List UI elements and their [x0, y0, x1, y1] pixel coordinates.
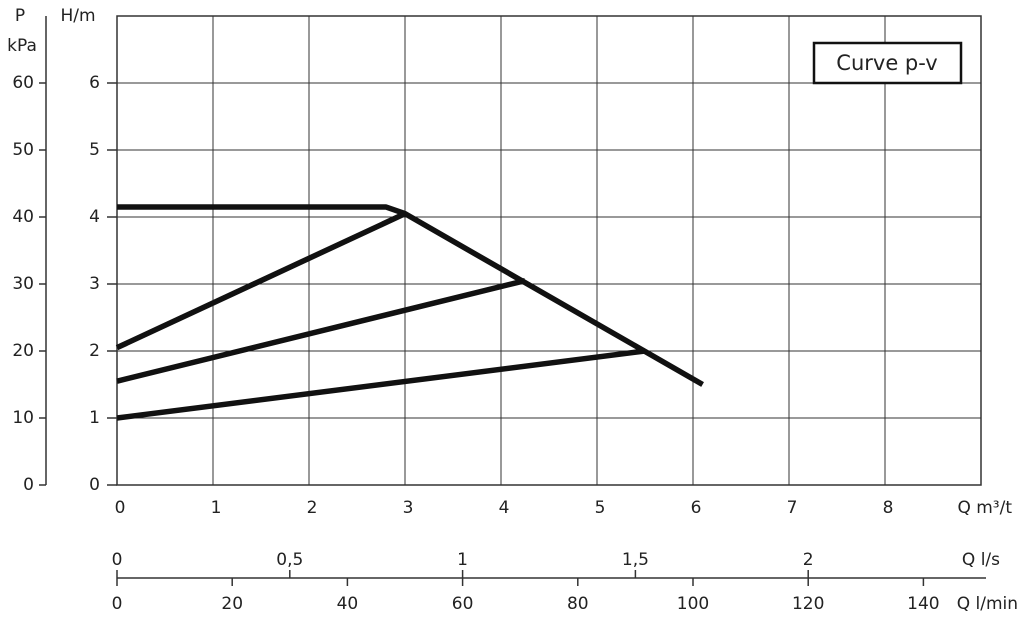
x2-tick-label: 1 — [457, 550, 468, 570]
y2-tick-label: 40 — [12, 207, 34, 227]
x3-label: Q l/min — [957, 594, 1018, 614]
y-tick-label: 2 — [89, 341, 100, 361]
x2-tick-label: 0,5 — [276, 550, 303, 570]
x-tick-label: 8 — [883, 498, 894, 518]
p-unit: kPa — [7, 36, 37, 56]
curve — [117, 204, 704, 387]
y2-tick-label: 0 — [23, 475, 34, 495]
x2-tick-label: 2 — [803, 550, 814, 570]
p-label: P — [15, 6, 25, 26]
y-tick-label: 0 — [89, 475, 100, 495]
x-tick-label: 7 — [787, 498, 798, 518]
curve — [116, 277, 526, 384]
x3-tick-label: 60 — [452, 594, 474, 614]
x2-tick-label: 1,5 — [622, 550, 649, 570]
y-tick-label: 5 — [89, 140, 100, 160]
y-tick-label: 3 — [89, 274, 100, 294]
x-tick-label: 5 — [595, 498, 606, 518]
annotation-box — [812, 41, 963, 85]
x-tick-label: 3 — [403, 498, 414, 518]
x-tick-label: 1 — [211, 498, 222, 518]
y-tick-label: 1 — [89, 408, 100, 428]
curve — [116, 348, 646, 421]
x3-tick-label: 40 — [337, 594, 359, 614]
y2-tick-label: 30 — [12, 274, 34, 294]
y2-tick-label: 10 — [12, 408, 34, 428]
y2-tick-label: 60 — [12, 73, 34, 93]
y-tick-label: 6 — [89, 73, 100, 93]
annotation: Curve p-v — [836, 51, 937, 75]
x-tick-label: 2 — [307, 498, 318, 518]
x-tick-label: 4 — [499, 498, 510, 518]
y2-tick-label: 50 — [12, 140, 34, 160]
x3-tick-label: 20 — [221, 594, 243, 614]
plot-frame — [116, 15, 982, 486]
x-label: Q m³/t — [957, 498, 1012, 518]
x-tick-label: 6 — [691, 498, 702, 518]
x3-tick-label: 0 — [112, 594, 123, 614]
x3-tick-label: 100 — [677, 594, 709, 614]
x2-label: Q l/s — [962, 550, 1000, 570]
y-tick-label: 4 — [89, 207, 100, 227]
x3-tick-label: 80 — [567, 594, 589, 614]
y2-tick-label: 20 — [12, 341, 34, 361]
h-label: H/m — [60, 6, 95, 26]
x3-tick-label: 120 — [792, 594, 824, 614]
x2-tick-label: 0 — [112, 550, 123, 570]
x-tick-label: 0 — [115, 498, 126, 518]
curve — [115, 211, 407, 351]
x3-tick-label: 140 — [907, 594, 939, 614]
